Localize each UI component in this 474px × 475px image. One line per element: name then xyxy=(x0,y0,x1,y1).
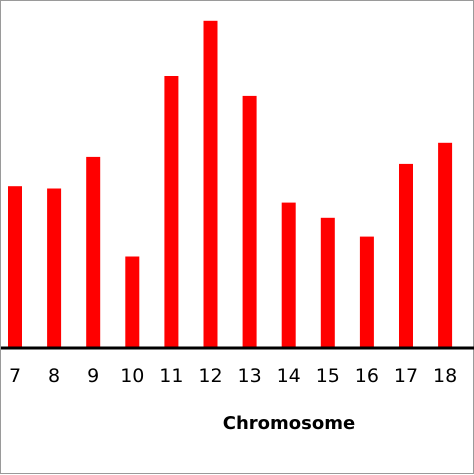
x-tick-label-11: 11 xyxy=(159,365,183,387)
bars-group xyxy=(8,20,453,349)
bar-chromosome-9 xyxy=(86,156,101,348)
x-tick-label-7: 7 xyxy=(9,365,21,387)
x-tick-label-17: 17 xyxy=(394,365,418,387)
x-axis-title: Chromosome xyxy=(223,413,355,434)
x-tick-label-14: 14 xyxy=(277,365,301,387)
bar-chromosome-12 xyxy=(203,20,218,349)
bar-chromosome-16 xyxy=(359,236,374,348)
bar-chromosome-18 xyxy=(438,142,453,348)
bar-chromosome-11 xyxy=(164,76,179,348)
x-tick-label-8: 8 xyxy=(48,365,60,387)
x-tick-label-9: 9 xyxy=(87,365,99,387)
bar-chromosome-13 xyxy=(242,95,257,349)
x-tick-label-15: 15 xyxy=(316,365,340,387)
bar-chromosome-7 xyxy=(8,186,22,348)
bar-chromosome-10 xyxy=(125,256,140,348)
tick-labels-group: 7891011121314151617181 xyxy=(9,365,457,387)
x-tick-label-13: 13 xyxy=(238,365,262,387)
bar-chromosome-8 xyxy=(47,188,62,348)
x-tick-label-12: 12 xyxy=(198,365,222,387)
bar-chromosome-14 xyxy=(281,202,296,348)
bar-chromosome-15 xyxy=(320,217,335,348)
bar-chromosome-17 xyxy=(399,163,413,348)
x-tick-label-16: 16 xyxy=(355,365,379,387)
x-tick-label-10: 10 xyxy=(120,365,144,387)
x-tick-label-18: 18 xyxy=(433,365,457,387)
